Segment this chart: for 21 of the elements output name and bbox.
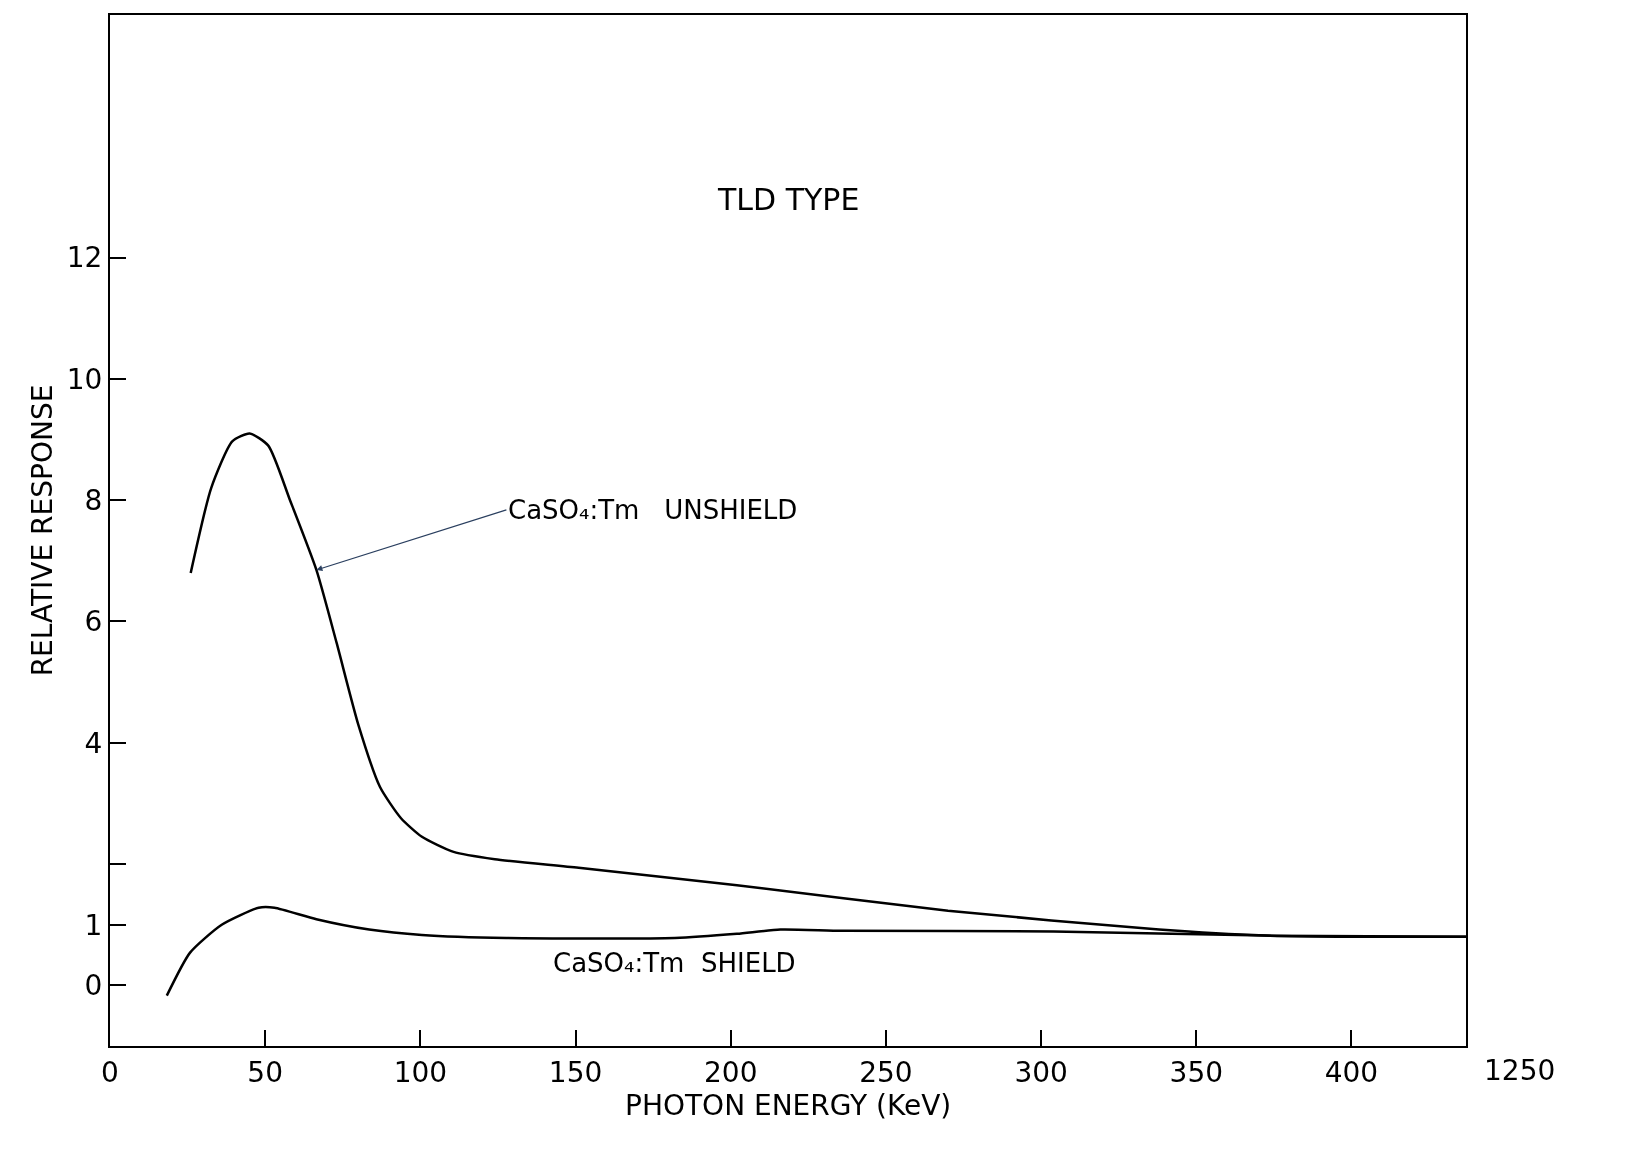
text: 1250 [1484, 1054, 1556, 1087]
x-tick-label: 250 [859, 1055, 913, 1089]
x-tick-label: 150 [548, 1055, 603, 1089]
y-tick-label: 8 [84, 483, 103, 517]
y-tick-label: 4 [84, 726, 103, 760]
x-tick-label: 200 [704, 1055, 758, 1089]
x-tick-label: 50 [247, 1055, 283, 1089]
x-axis-title: PHOTON ENERGY (KeV) [625, 1089, 952, 1123]
y-axis-title: RELATIVE RESPONSE [25, 384, 59, 677]
x-tick-label: 400 [1324, 1055, 1379, 1089]
text: TLD TYPE [717, 182, 860, 217]
y-tick-label: 10 [66, 362, 103, 396]
y-tick-label: 12 [66, 241, 103, 275]
y-tick-label: 6 [84, 605, 103, 639]
x-tick-label: 350 [1169, 1055, 1224, 1089]
series-label: CaSO₄:Tm SHIELD [553, 948, 796, 978]
y-tick-label: 1 [84, 908, 103, 942]
x-tick-label: 300 [1014, 1055, 1068, 1089]
y-tick-label: 0 [84, 969, 103, 1003]
x-tick-label: 100 [393, 1055, 448, 1089]
text: CaSO₄:Tm UNSHIELD [508, 495, 798, 525]
